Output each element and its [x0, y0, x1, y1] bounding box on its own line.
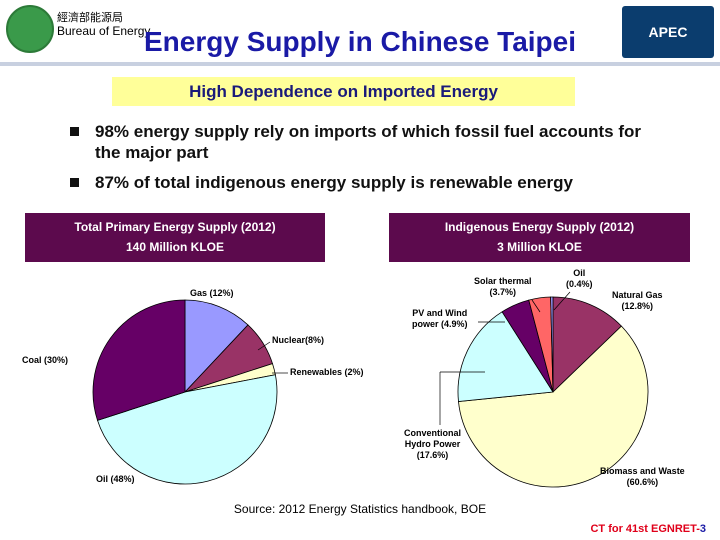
- slice-label: PV and Wind power (4.9%): [412, 308, 468, 329]
- pie-slice: [92, 299, 186, 421]
- pie-slice: [184, 299, 249, 394]
- leader-line: [531, 299, 541, 313]
- slice-label: Oil (48%): [96, 474, 135, 484]
- pie-slice: [552, 296, 622, 393]
- slice-label: Biomass and Waste (60.6%): [600, 466, 685, 487]
- header-rule: [0, 62, 720, 66]
- footer: CT for 41st EGNRET-3: [590, 523, 706, 535]
- slide-title: Energy Supply in Chinese Taipei: [143, 26, 577, 57]
- agency-en: Bureau of Energy: [57, 24, 151, 38]
- agency-cn: 經濟部能源局: [57, 12, 123, 24]
- slice-label: Oil (0.4%): [566, 268, 593, 289]
- slice-label: Solar thermal (3.7%): [474, 276, 532, 297]
- pie-slice: [457, 311, 554, 402]
- subtitle-box: High Dependence on Imported Energy: [112, 77, 575, 106]
- bullet-text: 87% of total indigenous energy supply is…: [95, 173, 574, 192]
- bullet-marker: [70, 178, 79, 187]
- slice-label: Conventional Hydro Power (17.6%): [404, 428, 462, 460]
- leader-line: [257, 341, 271, 351]
- chart-title-box: Total Primary Energy Supply (2012) 140 Mi…: [25, 213, 325, 262]
- chart-title: Indigenous Energy Supply (2012): [444, 220, 635, 234]
- slice-label: Gas (12%): [190, 288, 234, 298]
- chart-subtitle: 3 Million KLOE: [497, 240, 582, 254]
- chart-title-box: Indigenous Energy Supply (2012) 3 Million…: [389, 213, 690, 262]
- footer-text: CT for 41st EGNRET-: [590, 523, 700, 535]
- pie-slice: [458, 325, 649, 488]
- chart-title: Total Primary Energy Supply (2012): [74, 220, 276, 234]
- bullet: 98% energy supply rely on imports of whi…: [70, 121, 670, 163]
- bullet-marker: [70, 127, 79, 136]
- page-number: 3: [699, 523, 706, 535]
- slice-label: Coal (30%): [22, 355, 69, 365]
- source-note: Source: 2012 Energy Statistics handbook,…: [233, 502, 487, 516]
- leader-line: [553, 291, 571, 311]
- bullet: 87% of total indigenous energy supply is…: [70, 172, 690, 193]
- pie-slice: [550, 296, 554, 393]
- bullet-text: 98% energy supply rely on imports of whi…: [95, 122, 642, 162]
- chart-subtitle: 140 Million KLOE: [125, 240, 224, 254]
- slice-label: Nuclear(8%): [272, 335, 325, 345]
- agency-logo: [6, 5, 54, 53]
- apec-logo: APEC: [622, 6, 714, 58]
- slice-label: Renewables (2%): [290, 367, 364, 377]
- pie-slice: [96, 374, 278, 485]
- slice-label: Natural Gas (12.8%): [612, 290, 663, 311]
